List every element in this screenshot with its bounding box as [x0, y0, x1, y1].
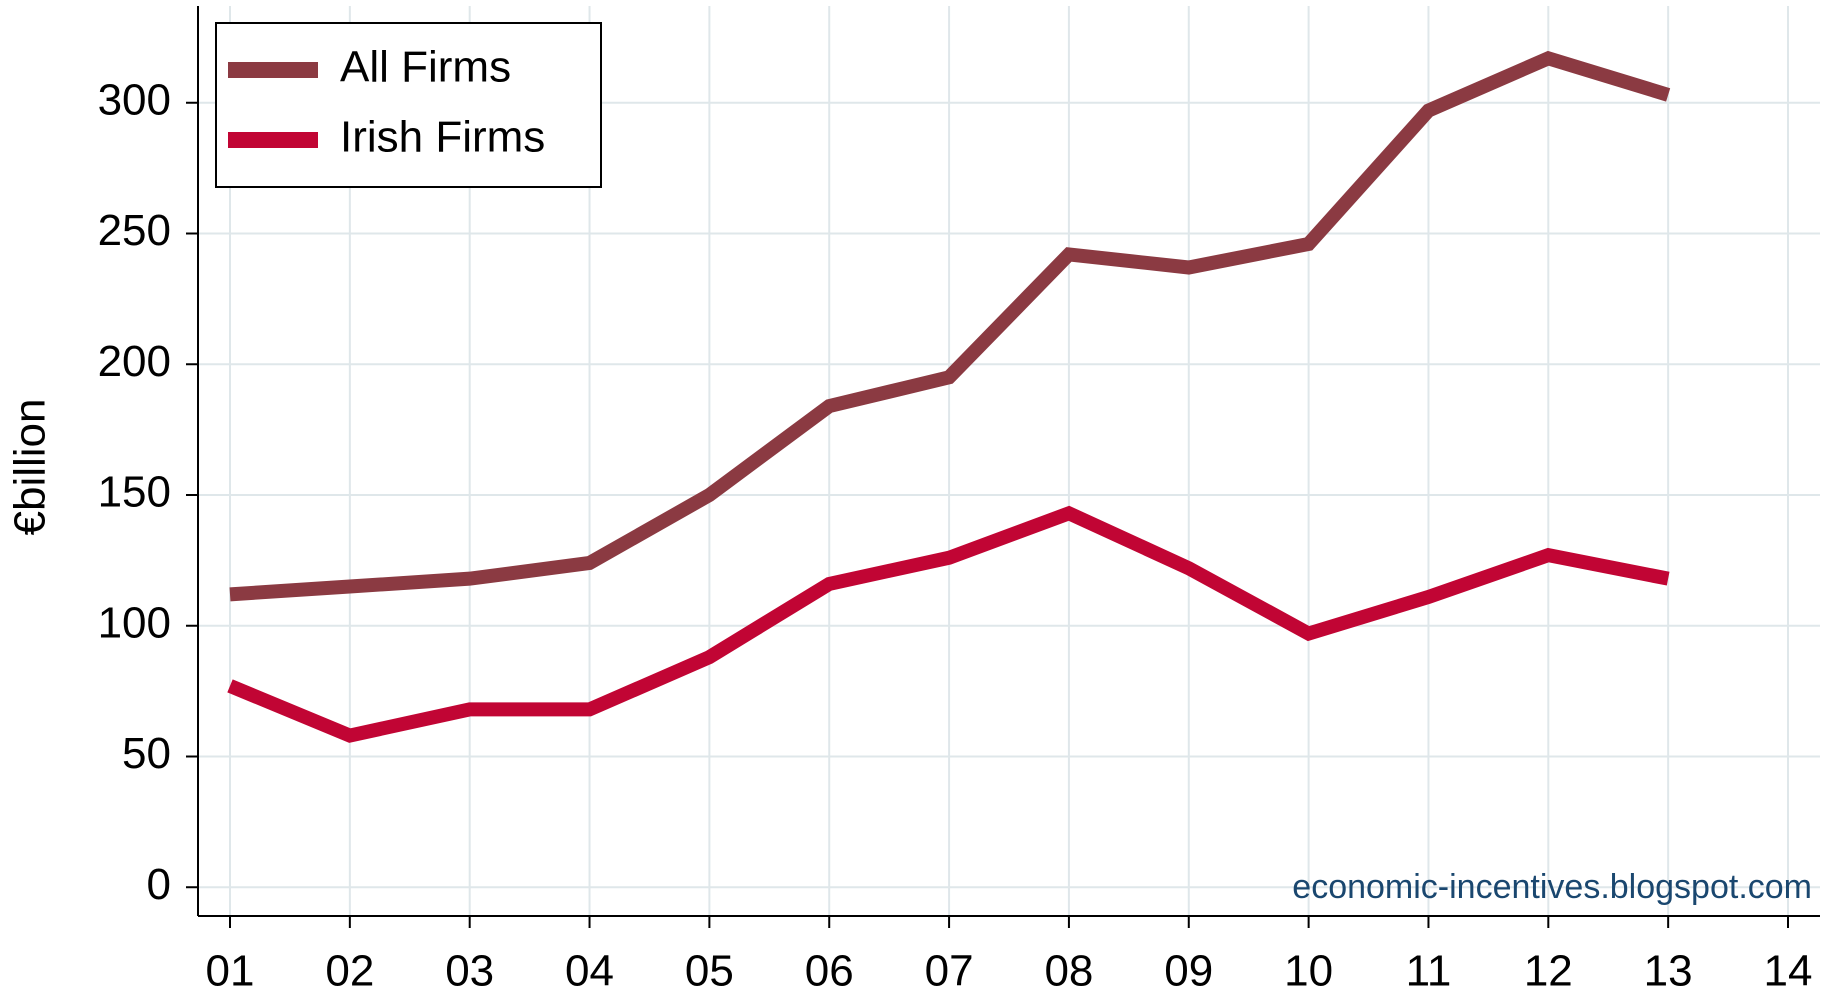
- legend-label: All Firms: [340, 43, 511, 92]
- data-line: [229, 50, 1671, 602]
- x-tick-label: 03: [445, 947, 494, 996]
- x-tick-label: 10: [1284, 947, 1333, 996]
- x-tick-label: 08: [1044, 947, 1093, 996]
- x-tick-label: 12: [1524, 947, 1573, 996]
- x-tick-label: 11: [1406, 947, 1452, 996]
- y-tick-label: 250: [98, 206, 171, 255]
- y-tick-label: 100: [98, 598, 171, 647]
- data-line: [227, 505, 1670, 743]
- x-tick-label: 14: [1764, 947, 1813, 996]
- x-tick-label: 07: [925, 947, 974, 996]
- x-tick-label: 01: [206, 947, 255, 996]
- y-tick-label: 50: [122, 729, 171, 778]
- x-tick-label: 06: [805, 947, 854, 996]
- x-tick-label: 05: [685, 947, 734, 996]
- x-tick-label: 04: [565, 947, 614, 996]
- x-tick-label: 02: [325, 947, 374, 996]
- y-tick-label: 200: [98, 337, 171, 386]
- y-tick-label: 300: [98, 75, 171, 124]
- legend-label: Irish Firms: [340, 113, 545, 162]
- x-tick-label: 13: [1644, 947, 1693, 996]
- legend-box: [215, 22, 602, 188]
- y-axis-label: €billion: [6, 399, 55, 536]
- y-tick-label: 0: [147, 860, 171, 909]
- watermark: economic-incentives.blogspot.com: [1292, 868, 1812, 906]
- y-tick-label: 150: [98, 468, 171, 517]
- x-tick-label: 09: [1164, 947, 1213, 996]
